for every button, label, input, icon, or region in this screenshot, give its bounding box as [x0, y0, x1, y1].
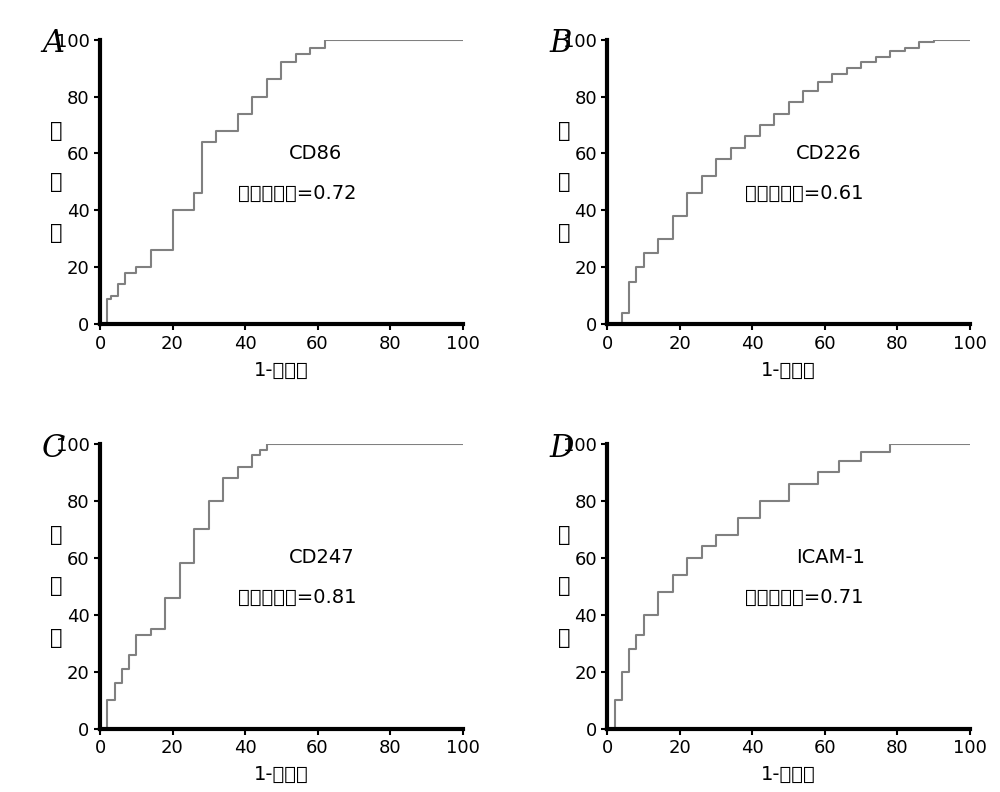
Text: 曲线下面积=0.81: 曲线下面积=0.81 — [238, 588, 356, 607]
Text: 度: 度 — [558, 627, 570, 648]
Text: 曲线下面积=0.61: 曲线下面积=0.61 — [745, 184, 864, 203]
Text: 曲线下面积=0.72: 曲线下面积=0.72 — [238, 184, 356, 203]
Text: 感: 感 — [50, 172, 63, 192]
Text: CD226: CD226 — [796, 144, 862, 163]
Text: 敏: 敏 — [558, 120, 570, 141]
Text: 感: 感 — [50, 577, 63, 596]
Text: 度: 度 — [50, 627, 63, 648]
Text: C: C — [42, 432, 65, 463]
Text: CD86: CD86 — [288, 144, 342, 163]
X-axis label: 1-特异性: 1-特异性 — [254, 361, 309, 380]
Text: 度: 度 — [50, 223, 63, 243]
Text: 敏: 敏 — [50, 525, 63, 545]
Text: 感: 感 — [558, 172, 570, 192]
Text: ICAM-1: ICAM-1 — [796, 548, 865, 567]
X-axis label: 1-特异性: 1-特异性 — [254, 765, 309, 784]
Text: B: B — [549, 29, 572, 59]
Text: 感: 感 — [558, 577, 570, 596]
Text: D: D — [549, 432, 574, 463]
X-axis label: 1-特异性: 1-特异性 — [761, 361, 816, 380]
X-axis label: 1-特异性: 1-特异性 — [761, 765, 816, 784]
Text: 敏: 敏 — [50, 120, 63, 141]
Text: A: A — [42, 29, 64, 59]
Text: 敏: 敏 — [558, 525, 570, 545]
Text: CD247: CD247 — [288, 548, 354, 567]
Text: 曲线下面积=0.71: 曲线下面积=0.71 — [745, 588, 864, 607]
Text: 度: 度 — [558, 223, 570, 243]
